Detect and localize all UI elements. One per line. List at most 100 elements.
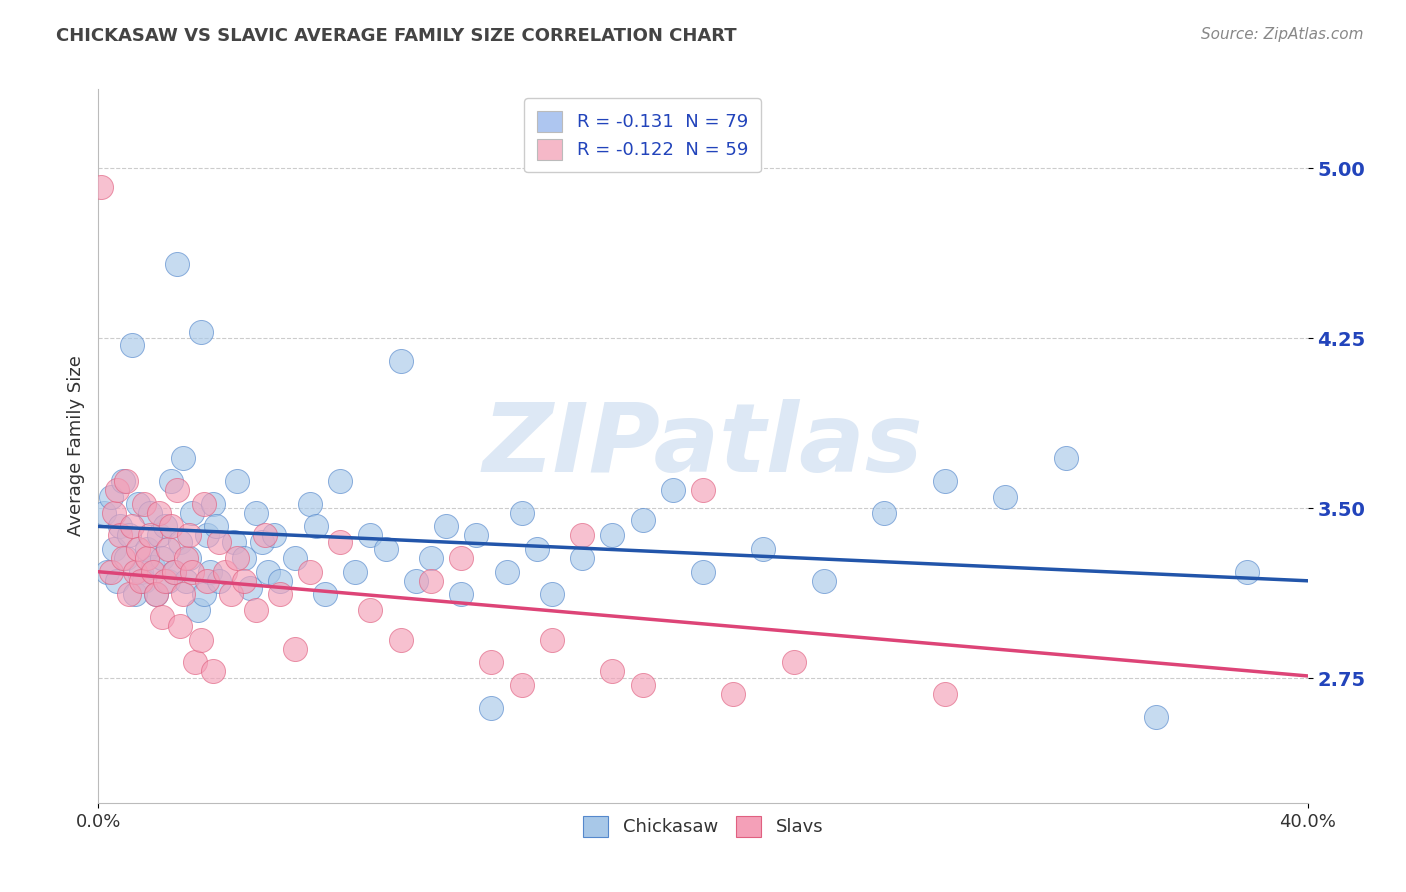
Point [389, 354, 412, 368]
Point [153, 519, 176, 533]
Point [510, 678, 533, 692]
Point [602, 665, 624, 679]
Point [208, 535, 231, 549]
Point [450, 587, 472, 601]
Point [205, 519, 228, 533]
Point [160, 474, 183, 488]
Point [224, 535, 246, 549]
Point [142, 565, 165, 579]
Point [105, 483, 128, 498]
Point [202, 497, 225, 511]
Point [96, 565, 118, 579]
Point [163, 565, 186, 579]
Point [269, 587, 291, 601]
Point [263, 528, 285, 542]
Point [195, 574, 218, 588]
Point [150, 551, 173, 566]
Point [329, 535, 352, 549]
Point [93, 506, 115, 520]
Point [495, 565, 517, 579]
Point [420, 551, 443, 566]
Point [389, 632, 412, 647]
Point [160, 519, 183, 533]
Point [114, 474, 136, 488]
Point [208, 574, 231, 588]
Point [1236, 565, 1258, 579]
Point [420, 574, 443, 588]
Point [481, 656, 503, 670]
Point [299, 565, 322, 579]
Point [284, 551, 307, 566]
Point [145, 587, 167, 601]
Point [329, 474, 352, 488]
Point [813, 574, 835, 588]
Point [195, 528, 218, 542]
Point [163, 565, 186, 579]
Point [166, 483, 188, 498]
Point [752, 542, 775, 557]
Point [540, 587, 562, 601]
Point [232, 551, 254, 566]
Point [121, 338, 143, 352]
Point [299, 497, 322, 511]
Point [127, 497, 149, 511]
Point [181, 506, 204, 520]
Point [193, 587, 215, 601]
Point [314, 587, 336, 601]
Point [142, 560, 165, 574]
Point [184, 656, 207, 670]
Point [602, 528, 624, 542]
Point [153, 574, 176, 588]
Point [124, 587, 146, 601]
Point [256, 565, 278, 579]
Point [226, 474, 249, 488]
Point [232, 574, 254, 588]
Point [723, 687, 745, 701]
Point [145, 587, 167, 601]
Point [1054, 451, 1077, 466]
Point [181, 565, 204, 579]
Point [305, 519, 328, 533]
Point [174, 551, 197, 566]
Point [169, 619, 191, 633]
Point [172, 587, 194, 601]
Point [450, 551, 472, 566]
Point [172, 451, 194, 466]
Point [374, 542, 396, 557]
Point [148, 528, 170, 542]
Point [873, 506, 896, 520]
Point [360, 528, 382, 542]
Point [121, 519, 143, 533]
Point [111, 551, 134, 566]
Point [187, 603, 209, 617]
Point [434, 519, 457, 533]
Point [250, 535, 273, 549]
Point [100, 565, 122, 579]
Point [245, 603, 267, 617]
Point [934, 687, 956, 701]
Point [934, 474, 956, 488]
Point [269, 574, 291, 588]
Point [783, 656, 806, 670]
Point [169, 535, 191, 549]
Text: CHICKASAW VS SLAVIC AVERAGE FAMILY SIZE CORRELATION CHART: CHICKASAW VS SLAVIC AVERAGE FAMILY SIZE … [56, 27, 737, 45]
Point [994, 490, 1017, 504]
Point [190, 325, 212, 339]
Point [156, 574, 179, 588]
Point [253, 528, 276, 542]
Point [360, 603, 382, 617]
Point [150, 610, 173, 624]
Point [174, 574, 197, 588]
Text: ZIPatlas: ZIPatlas [482, 400, 924, 492]
Point [465, 528, 488, 542]
Point [221, 587, 243, 601]
Point [127, 542, 149, 557]
Point [571, 528, 593, 542]
Point [132, 574, 155, 588]
Point [405, 574, 427, 588]
Point [179, 551, 201, 566]
Point [202, 665, 225, 679]
Point [135, 551, 157, 566]
Point [179, 528, 201, 542]
Point [114, 551, 136, 566]
